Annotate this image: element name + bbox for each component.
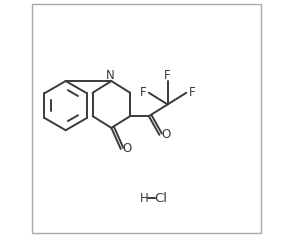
Text: H: H [140,192,149,205]
Text: O: O [123,142,132,155]
Text: F: F [164,69,171,82]
Text: Cl: Cl [154,192,167,205]
Text: O: O [161,128,171,141]
Text: F: F [189,86,195,99]
Text: F: F [140,86,146,99]
Text: N: N [106,69,115,82]
